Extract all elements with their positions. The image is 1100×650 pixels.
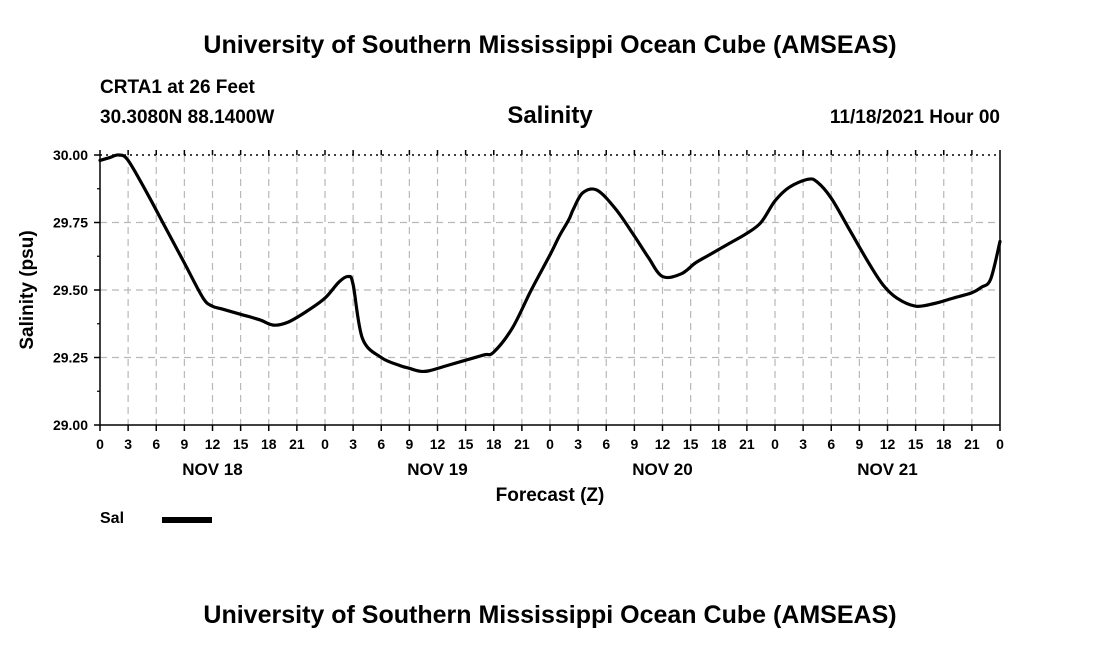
x-tick-label: 21 [739,436,755,452]
forecast-date: 11/18/2021 Hour 00 [829,107,1000,128]
x-tick-label: 18 [261,436,277,452]
series-line-sal [98,153,1002,374]
y-tick-label: 29.50 [53,282,88,298]
x-tick-label: 6 [602,436,610,452]
y-axis-title: Salinity (psu) [17,230,38,349]
y-tick-label: 29.75 [53,215,88,231]
x-tick-label: 12 [205,436,221,452]
x-tick-label: 15 [683,436,699,452]
page-title-top: University of Southern Mississippi Ocean… [203,31,897,59]
y-tick-label: 30.00 [53,147,88,163]
x-tick-label: 9 [630,436,638,452]
x-tick-label: 9 [180,436,188,452]
x-tick-label: 15 [458,436,474,452]
chart-title: Salinity [507,102,593,129]
legend-label: Sal [100,510,125,527]
legend-swatch [162,517,212,523]
page-title-bottom: University of Southern Mississippi Ocean… [203,601,897,629]
x-tick-label: 0 [96,436,104,452]
x-tick-label: 3 [124,436,132,452]
x-tick-label: 15 [233,436,249,452]
x-tick-label: 21 [289,436,305,452]
x-tick-label: 6 [377,436,385,452]
x-tick-label: 6 [827,436,835,452]
x-tick-label: 15 [908,436,924,452]
x-tick-label: 6 [152,436,160,452]
y-tick-label: 29.00 [53,417,88,433]
x-tick-label: 21 [514,436,530,452]
station-label: CRTA1 at 26 Feet [100,77,255,98]
x-tick-label: 3 [799,436,807,452]
x-tick-label: 12 [430,436,446,452]
x-tick-label: 0 [771,436,779,452]
x-tick-label: 12 [655,436,671,452]
x-tick-label: 9 [405,436,413,452]
station-coords: 30.3080N 88.1400W [100,107,275,128]
x-tick-label: 12 [880,436,896,452]
day-label: NOV 18 [182,460,242,479]
x-tick-label: 9 [855,436,863,452]
x-tick-label: 18 [936,436,952,452]
x-tick-label: 0 [321,436,329,452]
day-label: NOV 20 [632,460,692,479]
x-tick-label: 21 [964,436,980,452]
x-tick-label: 3 [349,436,357,452]
day-label: NOV 19 [407,460,467,479]
x-tick-label: 0 [996,436,1004,452]
x-axis-title: Forecast (Z) [496,485,605,506]
y-tick-label: 29.25 [53,350,88,366]
x-tick-label: 18 [711,436,727,452]
day-label: NOV 21 [857,460,917,479]
x-tick-label: 3 [574,436,582,452]
x-tick-label: 0 [546,436,554,452]
x-tick-label: 18 [486,436,502,452]
